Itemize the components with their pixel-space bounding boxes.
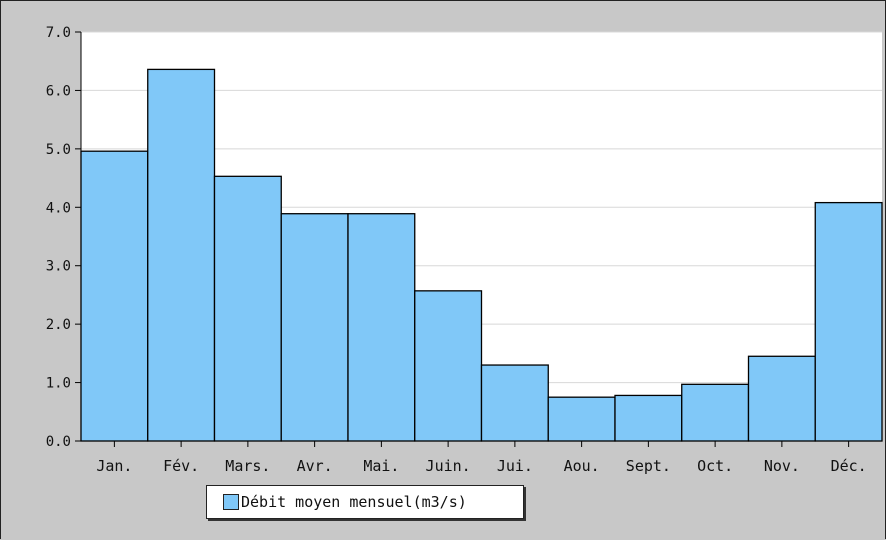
bar (347, 213, 416, 442)
legend-label: Débit moyen mensuel(m3/s) (241, 493, 467, 511)
x-tick-label: Juin. (426, 457, 471, 475)
y-tick-label: 1.0 (46, 376, 71, 392)
x-tick-label: Sept. (626, 457, 671, 475)
x-tick-label: Oct. (697, 457, 733, 475)
x-tick-label: Nov. (764, 457, 800, 475)
x-tick-label: Jui. (497, 457, 533, 475)
bar (213, 175, 282, 442)
x-tick-label: Avr. (297, 457, 333, 475)
bar (547, 396, 616, 442)
y-tick-label: 7.0 (46, 25, 71, 41)
bar (614, 394, 683, 442)
bar (814, 201, 883, 442)
x-tick-label: Mai. (363, 457, 399, 475)
x-tick-label: Déc. (831, 457, 867, 475)
y-tick-label: 6.0 (46, 83, 71, 99)
y-tick-label: 3.0 (46, 259, 71, 275)
legend: Débit moyen mensuel(m3/s) (206, 485, 524, 519)
x-tick-label: Fév. (163, 457, 199, 475)
bar (147, 68, 216, 442)
bar (747, 355, 816, 442)
bar (280, 213, 349, 442)
y-tick-label: 0.0 (46, 434, 71, 450)
bar (681, 383, 750, 442)
bar (414, 290, 483, 442)
bar-chart: 0.0 1.0 2.0 3.0 4.0 5.0 6.0 7.0 Jan. Fév. Mars. Avr… (46, 25, 883, 475)
y-tick-label: 2.0 (46, 317, 71, 333)
y-tick-label: 4.0 (46, 200, 71, 216)
bar (480, 364, 549, 442)
y-tick-label: 5.0 (46, 142, 71, 158)
x-tick-label: Jan. (96, 457, 132, 475)
bar (80, 150, 149, 442)
x-tick-label: Aou. (564, 457, 600, 475)
legend-swatch (223, 494, 239, 510)
x-tick-label: Mars. (225, 457, 270, 475)
